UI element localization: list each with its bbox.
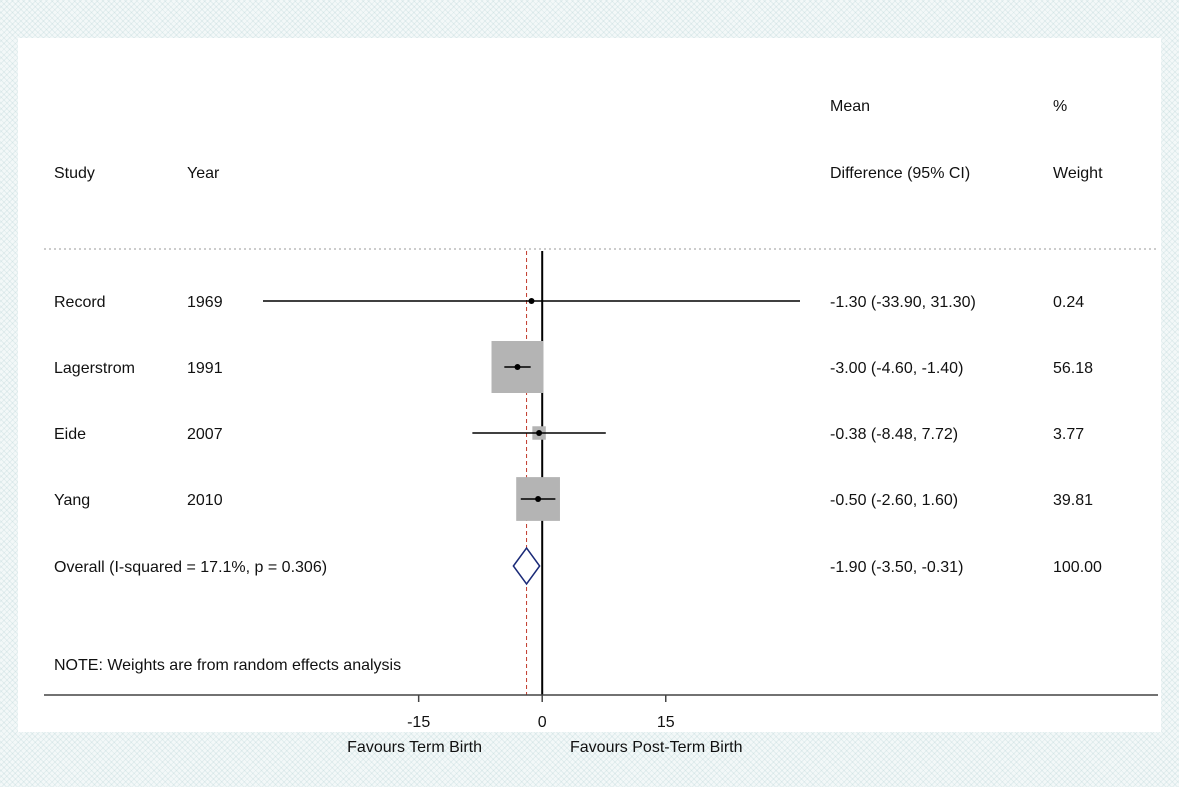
study-ci-text: -1.30 (-33.90, 31.30) <box>830 294 976 311</box>
point-estimate <box>514 364 521 370</box>
overall-weight: 100.00 <box>1053 559 1102 576</box>
overall-ci-text: -1.90 (-3.50, -0.31) <box>830 559 963 576</box>
study-year: 2007 <box>187 426 223 443</box>
study-year: 1969 <box>187 294 223 311</box>
header-md-line1: Mean <box>830 98 870 115</box>
header-weight-line2: Weight <box>1053 165 1103 182</box>
overall-diamond <box>512 546 541 586</box>
study-year: 1991 <box>187 360 223 377</box>
favours-right-label: Favours Post-Term Birth <box>570 739 742 756</box>
point-estimate <box>535 496 542 502</box>
favours-left-label: Favours Term Birth <box>347 739 482 756</box>
study-weight: 39.81 <box>1053 492 1093 509</box>
study-ci-text: -0.38 (-8.48, 7.72) <box>830 426 958 443</box>
study-name: Eide <box>54 426 86 443</box>
header-weight-line1: % <box>1053 98 1067 115</box>
study-ci-text: -0.50 (-2.60, 1.60) <box>830 492 958 509</box>
study-year: 2010 <box>187 492 223 509</box>
x-tick-label: 15 <box>657 714 675 731</box>
study-name: Yang <box>54 492 90 509</box>
study-name: Record <box>54 294 106 311</box>
x-tick-label: 0 <box>538 714 547 731</box>
chart-panel <box>18 38 1161 732</box>
study-weight: 0.24 <box>1053 294 1084 311</box>
note-text: NOTE: Weights are from random effects an… <box>54 657 401 674</box>
x-tick-label: -15 <box>407 714 430 731</box>
study-ci-text: -3.00 (-4.60, -1.40) <box>830 360 963 377</box>
study-weight: 3.77 <box>1053 426 1084 443</box>
overall-label: Overall (I-squared = 17.1%, p = 0.306) <box>54 559 327 576</box>
study-weight: 56.18 <box>1053 360 1093 377</box>
header-year: Year <box>187 165 220 182</box>
header-md-line2: Difference (95% CI) <box>830 165 970 182</box>
point-estimate <box>536 430 543 436</box>
study-name: Lagerstrom <box>54 360 135 377</box>
point-estimate <box>528 298 535 304</box>
header-study: Study <box>54 165 95 182</box>
